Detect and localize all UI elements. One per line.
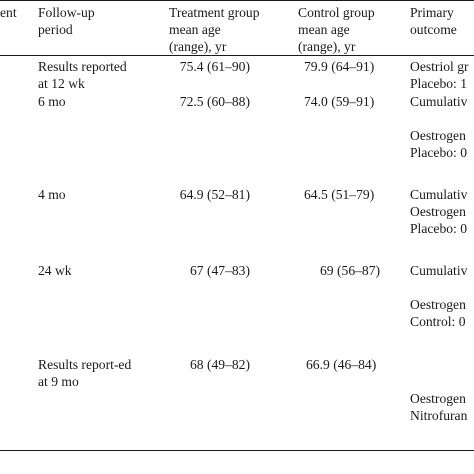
row-4-outcome-line-2: [410, 279, 467, 296]
row-4-control-age-value: 69 (56–87): [320, 263, 381, 278]
row-1-outcome: Oestriol gr Placebo: 1: [410, 58, 469, 92]
row-5-outcome: Oestrogen Nitrofuran: [410, 356, 467, 424]
header-outcome-line-1: Primary: [410, 5, 454, 20]
header-primary-outcome: Primary outcome: [410, 4, 457, 38]
row-5-outcome-line-3: Oestrogen: [410, 391, 466, 406]
row-5-outcome-line-1: [410, 356, 467, 373]
row-1-follow-up-line-1: Results reported: [38, 59, 127, 74]
header-treatment-line-3: (range), yr: [169, 39, 227, 54]
row-5-follow-up: Results report-ed at 9 mo: [38, 356, 131, 390]
row-4-outcome-line-4: Control: 0: [410, 314, 466, 329]
row-3-outcome-line-1: Cumulativ: [410, 187, 468, 202]
row-1-outcome-line-2: Placebo: 1: [410, 76, 468, 91]
header-follow-up-line-2: period: [38, 22, 73, 37]
row-4-follow-up: 24 wk: [38, 262, 72, 279]
row-5-control-age-value: 66.9 (46–84): [306, 357, 377, 372]
row-3-control-age-value: 64.5 (51–79): [304, 187, 375, 202]
row-2-treatment-age: 72.5 (60–88): [180, 93, 250, 110]
table-header-rule: [0, 55, 474, 56]
row-3-treatment-age: 64.9 (52–81): [180, 186, 250, 203]
row-4-outcome: Cumulativ Oestrogen Control: 0: [410, 262, 467, 330]
header-control-line-2: mean age: [298, 22, 350, 37]
row-4-control-age: 69 (56–87): [320, 262, 380, 279]
row-2-control-age: 74.0 (59–91): [304, 93, 374, 110]
row-5-outcome-line-4: Nitrofuran: [410, 408, 468, 423]
row-2-outcome-line-2: [410, 110, 467, 127]
row-1-control-age: 79.9 (64–91): [304, 58, 374, 75]
row-5-outcome-line-2: [410, 373, 467, 390]
row-2-follow-up: 6 mo: [38, 93, 66, 110]
row-3-treatment-age-value: 64.9 (52–81): [179, 187, 250, 202]
table-top-rule: [0, 0, 474, 1]
header-outcome-line-2: outcome: [410, 22, 457, 37]
row-1-treatment-age-value: 75.4 (61–90): [179, 59, 250, 74]
row-4-treatment-age-value: 67 (47–83): [189, 263, 250, 278]
row-2-outcome-line-1: Cumulativ: [410, 94, 468, 109]
header-follow-up: Follow-up period: [38, 4, 95, 38]
header-intervention-line: ent: [0, 5, 17, 20]
row-2-outcome-line-3: Oestrogen: [410, 128, 466, 143]
row-5-treatment-age: 68 (49–82): [190, 356, 250, 373]
row-1-follow-up-line-2: at 12 wk: [38, 76, 85, 91]
row-2-treatment-age-value: 72.5 (60–88): [179, 94, 250, 109]
row-5-follow-up-line-1: Results report-ed: [38, 357, 132, 372]
row-3-follow-up-line-1: 4 mo: [38, 187, 66, 202]
header-intervention: ent: [0, 4, 17, 21]
row-1-treatment-age: 75.4 (61–90): [180, 58, 250, 75]
row-4-outcome-line-1: Cumulativ: [410, 263, 468, 278]
row-3-follow-up: 4 mo: [38, 186, 66, 203]
row-4-treatment-age: 67 (47–83): [190, 262, 250, 279]
row-3-control-age: 64.5 (51–79): [304, 186, 374, 203]
row-3-outcome-line-2: Oestrogen: [410, 204, 466, 219]
header-treatment-line-2: mean age: [169, 22, 221, 37]
row-2-follow-up-line-1: 6 mo: [38, 94, 66, 109]
row-4-outcome-line-3: Oestrogen: [410, 297, 466, 312]
header-treatment-age: Treatment group mean age (range), yr: [169, 4, 260, 55]
row-1-outcome-line-1: Oestriol gr: [410, 59, 469, 74]
row-1-follow-up: Results reported at 12 wk: [38, 58, 127, 92]
row-2-outcome-line-4: Placebo: 0: [410, 145, 468, 160]
row-4-follow-up-line-1: 24 wk: [38, 263, 72, 278]
row-5-treatment-age-value: 68 (49–82): [189, 357, 250, 372]
header-treatment-line-1: Treatment group: [169, 5, 260, 20]
row-5-follow-up-line-2: at 9 mo: [38, 374, 79, 389]
header-follow-up-line-1: Follow-up: [38, 5, 95, 20]
row-3-outcome-line-3: Placebo: 0: [410, 221, 468, 236]
row-5-control-age: 66.9 (46–84): [306, 356, 376, 373]
header-control-line-3: (range), yr: [298, 39, 356, 54]
row-1-control-age-value: 79.9 (64–91): [304, 59, 375, 74]
row-2-outcome: Cumulativ Oestrogen Placebo: 0: [410, 93, 467, 161]
header-control-age: Control group mean age (range), yr: [298, 4, 375, 55]
row-2-control-age-value: 74.0 (59–91): [304, 94, 375, 109]
row-3-outcome: Cumulativ Oestrogen Placebo: 0: [410, 186, 467, 237]
header-control-line-1: Control group: [298, 5, 375, 20]
table-bottom-rule: [0, 450, 474, 451]
